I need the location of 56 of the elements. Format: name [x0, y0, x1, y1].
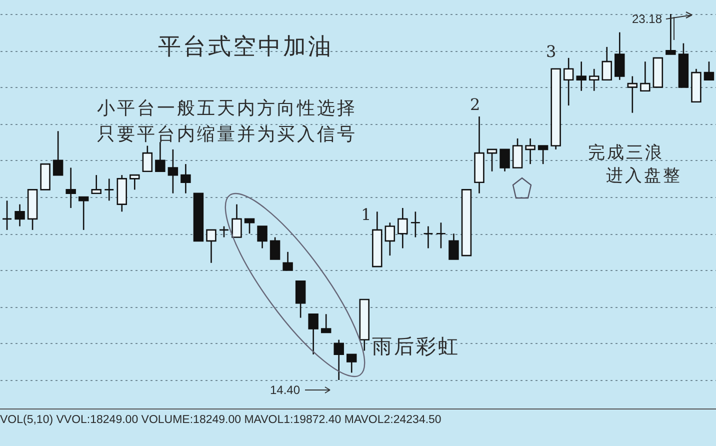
- candlestick: [627, 76, 638, 114]
- candlestick: [576, 60, 586, 92]
- candlestick: [512, 138, 523, 168]
- candlestick: [91, 174, 102, 194]
- text: VOL(5,10) VVOL:18249.00 VOLUME:18249.00 MAVOL1:19872.40 MAVOL2:24234.50: [0, 414, 442, 426]
- candlestick: [525, 138, 536, 165]
- candlestick: [206, 229, 216, 264]
- candlestick: [640, 60, 650, 92]
- candlestick: [180, 163, 191, 194]
- candlestick: [232, 204, 242, 238]
- candlestick: [104, 178, 114, 202]
- candlestick: [602, 46, 612, 81]
- annotation: 完成三浪: [588, 143, 664, 163]
- candlestick: [346, 354, 357, 374]
- candlestick: [14, 204, 25, 227]
- candlestick: [423, 226, 434, 249]
- candlestick: [257, 226, 268, 249]
- candlestick: [334, 339, 344, 381]
- candlestick: [384, 222, 396, 256]
- candlestick: [282, 251, 293, 271]
- annotation: 平台式空中加油: [158, 34, 333, 60]
- annotation: 23.18: [632, 12, 662, 26]
- candlestick: [66, 167, 76, 209]
- candlestick: [52, 130, 64, 176]
- candlestick: [398, 207, 408, 249]
- candlestick: [168, 148, 178, 194]
- candlestick: [436, 222, 446, 249]
- candlestick: [130, 174, 140, 190]
- annotation: 小平台一般五天内方向性选择: [97, 98, 357, 119]
- candlestick: [295, 280, 306, 318]
- candlestick: [666, 13, 676, 55]
- candlestick: [410, 210, 421, 238]
- candlestick: [142, 145, 153, 172]
- candlestick: [2, 200, 12, 231]
- candlestick: [486, 148, 498, 172]
- candlestick: [155, 141, 166, 172]
- annotation: 1: [361, 205, 372, 224]
- candlestick: [704, 60, 714, 81]
- annotation: 只要平台内缩量并为买入信号: [97, 124, 357, 145]
- candlestick: [270, 236, 280, 260]
- candlestick: [244, 218, 255, 234]
- candlestick: [218, 226, 230, 238]
- candlestick: [563, 57, 574, 106]
- annotation: 进入盘整: [606, 166, 682, 186]
- candlestick: [448, 232, 459, 260]
- candlestick: [614, 32, 625, 81]
- annotation: 2: [470, 95, 480, 114]
- candlestick: [78, 196, 89, 231]
- annotation: 雨后彩虹: [372, 334, 460, 358]
- candlestick: [500, 148, 510, 172]
- candlestick: [588, 68, 600, 92]
- text: 14.40: [270, 383, 300, 397]
- candlestick: [538, 145, 548, 165]
- candlestick: [320, 313, 332, 334]
- candlestick: [308, 313, 318, 356]
- annotation: 3: [546, 42, 556, 61]
